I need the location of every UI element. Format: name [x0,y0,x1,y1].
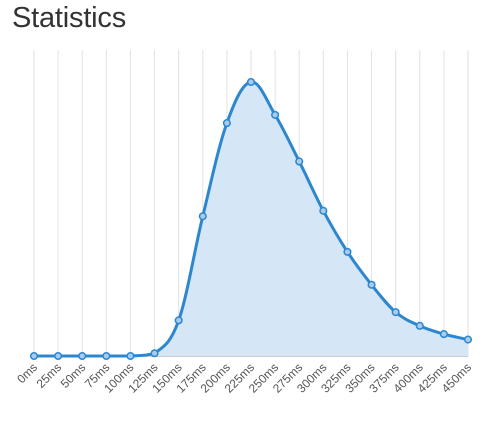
data-point [54,351,63,361]
data-points [29,77,473,361]
data-point [295,157,304,166]
data-point [29,351,39,361]
data-point [367,280,376,289]
x-axis-tick-labels: 0ms25ms50ms75ms100ms125ms150ms175ms200ms… [14,360,474,395]
data-point [222,119,231,128]
data-point [246,77,256,87]
chart-area-fill [34,81,468,357]
page-title: Statistics [12,2,127,34]
data-point [126,351,135,361]
data-point [271,110,280,119]
data-point [174,316,183,325]
data-point [463,335,473,344]
data-point [343,247,352,256]
data-point [102,351,111,361]
data-point [150,349,159,358]
data-point [391,308,400,317]
data-point [78,351,87,361]
data-point [198,212,207,221]
data-point [415,321,424,330]
data-point [439,330,448,339]
x-tick-label: 25ms [34,360,65,391]
data-point [319,206,328,215]
x-tick-label: 50ms [58,360,89,391]
